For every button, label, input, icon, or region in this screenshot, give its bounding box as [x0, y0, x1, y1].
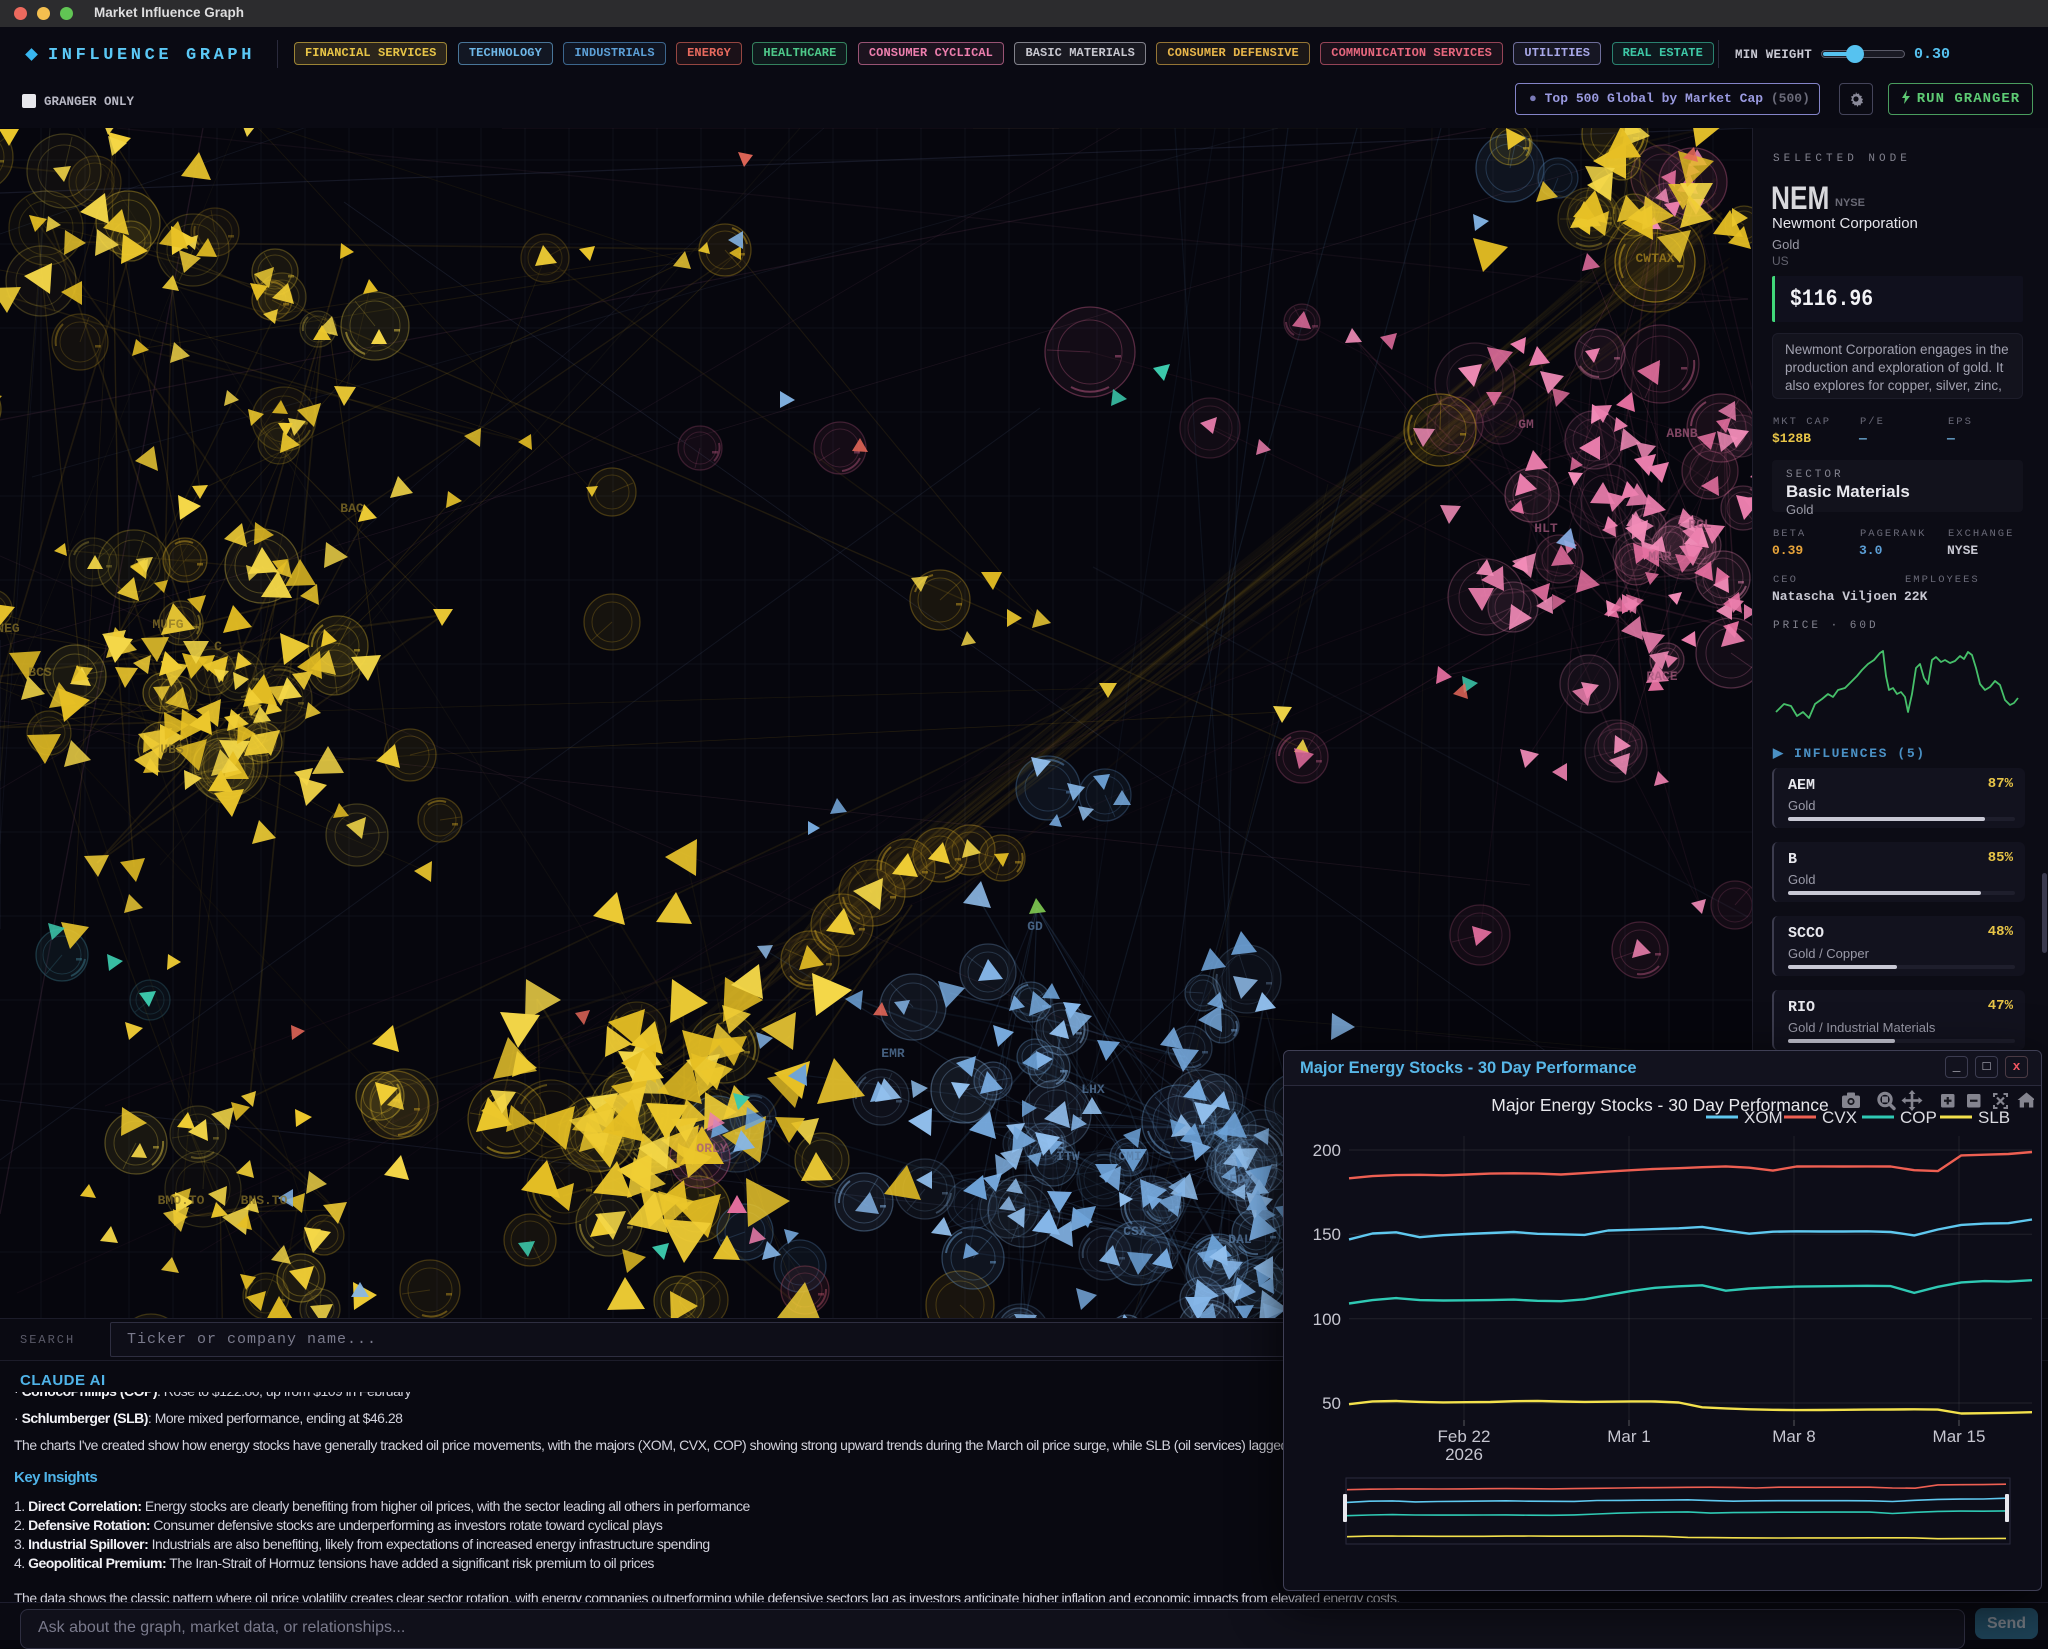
svg-text:EMR: EMR — [881, 1046, 905, 1061]
svg-text:C: C — [214, 639, 222, 654]
svg-text:BMO.TO: BMO.TO — [158, 1193, 205, 1208]
svg-text:RACE: RACE — [1646, 669, 1677, 684]
svg-text:NEG: NEG — [0, 621, 20, 636]
svg-text:GM: GM — [1518, 417, 1534, 432]
svg-text:HLT: HLT — [1534, 521, 1558, 536]
svg-text:BAC: BAC — [340, 501, 364, 516]
svg-text:CWTAX: CWTAX — [1635, 251, 1674, 266]
svg-text:MAR: MAR — [1648, 549, 1672, 564]
svg-text:CSX: CSX — [1123, 1224, 1147, 1239]
svg-text:LHX: LHX — [1081, 1082, 1105, 1097]
svg-text:CMI: CMI — [1118, 1149, 1141, 1164]
svg-text:GD: GD — [1027, 919, 1043, 934]
svg-text:ABNB: ABNB — [1666, 426, 1697, 441]
svg-text:BCS: BCS — [28, 665, 52, 680]
svg-text:ORLY: ORLY — [696, 1141, 727, 1156]
svg-text:BNS.TO: BNS.TO — [241, 1193, 288, 1208]
svg-text:UBS: UBS — [160, 742, 184, 757]
svg-text:MUFG: MUFG — [152, 617, 183, 632]
svg-text:RCL: RCL — [1688, 517, 1712, 532]
svg-text:FDX: FDX — [1229, 1172, 1253, 1187]
svg-text:DAL: DAL — [1228, 1232, 1252, 1247]
svg-text:ITW: ITW — [1056, 1149, 1080, 1164]
